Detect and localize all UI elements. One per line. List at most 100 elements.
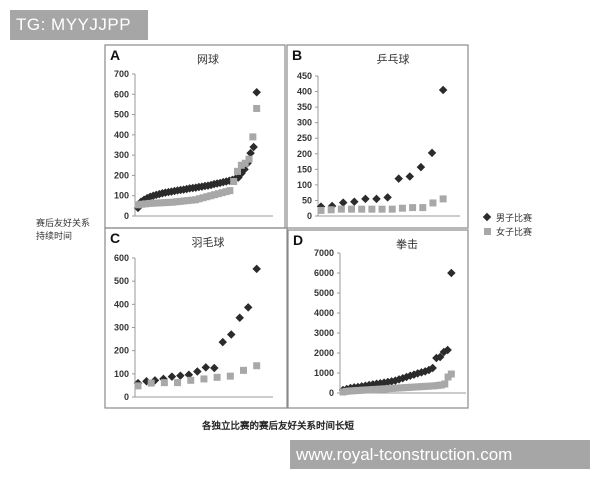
data-point-square [172,198,180,206]
data-point-square [241,159,249,167]
data-point-diamond [447,268,456,278]
data-point-square [203,193,211,201]
figure-caption: 各独立比赛的赛后友好关系时间长短 [202,421,355,432]
legend-item-women: 女子比赛 [482,224,532,238]
data-point-diamond [252,264,261,274]
data-point-diamond [427,148,437,158]
data-point-diamond [416,162,426,172]
y-tick-label: 500 [114,276,129,286]
data-point-diamond [438,85,448,95]
data-point-diamond [227,330,236,339]
data-point-square [237,161,245,169]
data-point-square [368,205,376,213]
data-point-square [153,199,161,207]
data-point-diamond [235,313,244,323]
panel-letter: A [110,47,120,63]
data-point-square [157,199,165,207]
data-point-square [419,204,427,212]
legend-item-men: 男子比赛 [482,210,532,224]
data-point-square [226,372,234,380]
y-tick-label: 600 [114,253,129,263]
data-point-diamond [350,197,359,206]
series-men [316,85,448,211]
y-tick-label: 600 [114,89,129,99]
data-point-square [358,205,366,213]
data-point-diamond [428,363,437,373]
square-marker-icon [484,227,491,235]
data-point-square [160,379,168,387]
data-point-diamond [394,174,403,183]
series-men [338,268,456,395]
y-tick-label: 200 [297,149,312,159]
legend-label-men: 男子比赛 [496,213,533,224]
data-point-diamond [246,148,255,158]
data-point-square [253,104,261,112]
data-point-square [253,362,261,370]
data-point-square [134,201,142,209]
data-point-square [439,195,447,203]
data-point-square [239,366,247,374]
series-women [339,370,455,396]
data-point-square [142,200,150,208]
y-axis-label-line-2: 持续时间 [36,232,73,242]
y-tick-label: 200 [114,346,129,356]
data-point-square [226,187,234,195]
data-point-square [234,167,242,175]
data-point-square [378,205,386,213]
y-tick-label: 100 [114,369,129,379]
panel-letter: D [293,232,303,248]
data-point-square [214,190,222,198]
data-point-square [337,205,345,213]
y-tick-label: 700 [114,69,129,79]
data-point-square [199,194,207,202]
panel-title: 拳击 [396,237,418,251]
data-point-square [230,178,238,186]
data-point-diamond [338,198,348,207]
diamond-marker-icon [482,212,492,222]
y-tick-label: 0 [124,392,129,402]
watermark-top: TG: MYYJJPP [10,10,148,40]
data-point-square [180,197,188,205]
y-tick-label: 1000 [314,368,334,378]
data-point-diamond [193,367,202,376]
data-point-square [447,370,455,378]
y-tick-label: 0 [124,211,129,221]
data-point-square [176,197,184,205]
y-tick-label: 5000 [314,288,334,298]
data-point-square [191,196,199,204]
data-point-diamond [176,371,185,380]
panel-letter: C [110,230,120,246]
y-tick-label: 4000 [314,308,334,318]
series-men [133,88,261,213]
y-tick-label: 0 [307,211,312,221]
data-point-square [245,155,253,163]
data-point-diamond [210,363,219,373]
y-tick-label: 0 [329,388,334,398]
y-tick-label: 500 [114,110,129,120]
y-tick-label: 2000 [314,348,334,358]
data-point-square [195,195,203,203]
y-tick-label: 400 [297,87,312,97]
data-point-square [161,199,169,207]
data-point-square [165,198,173,206]
data-point-square [249,133,257,141]
y-axis-label: 赛后友好关系 持续时间 [36,218,90,244]
panel-letter: B [292,47,302,63]
y-tick-label: 50 [302,195,312,205]
panel-title: 羽毛球 [192,235,225,249]
data-point-diamond [218,337,228,347]
series-women [317,195,447,214]
data-point-square [441,380,449,388]
data-point-diamond [252,88,261,97]
y-tick-label: 3000 [314,328,334,338]
data-point-square [388,205,396,213]
data-point-diamond [372,194,381,204]
panel-title: 网球 [197,52,219,66]
data-point-square [207,192,215,200]
data-point-diamond [383,193,392,202]
panel-border [286,44,469,229]
y-tick-label: 100 [297,180,312,190]
data-point-diamond [243,303,253,312]
data-point-diamond [435,352,445,362]
